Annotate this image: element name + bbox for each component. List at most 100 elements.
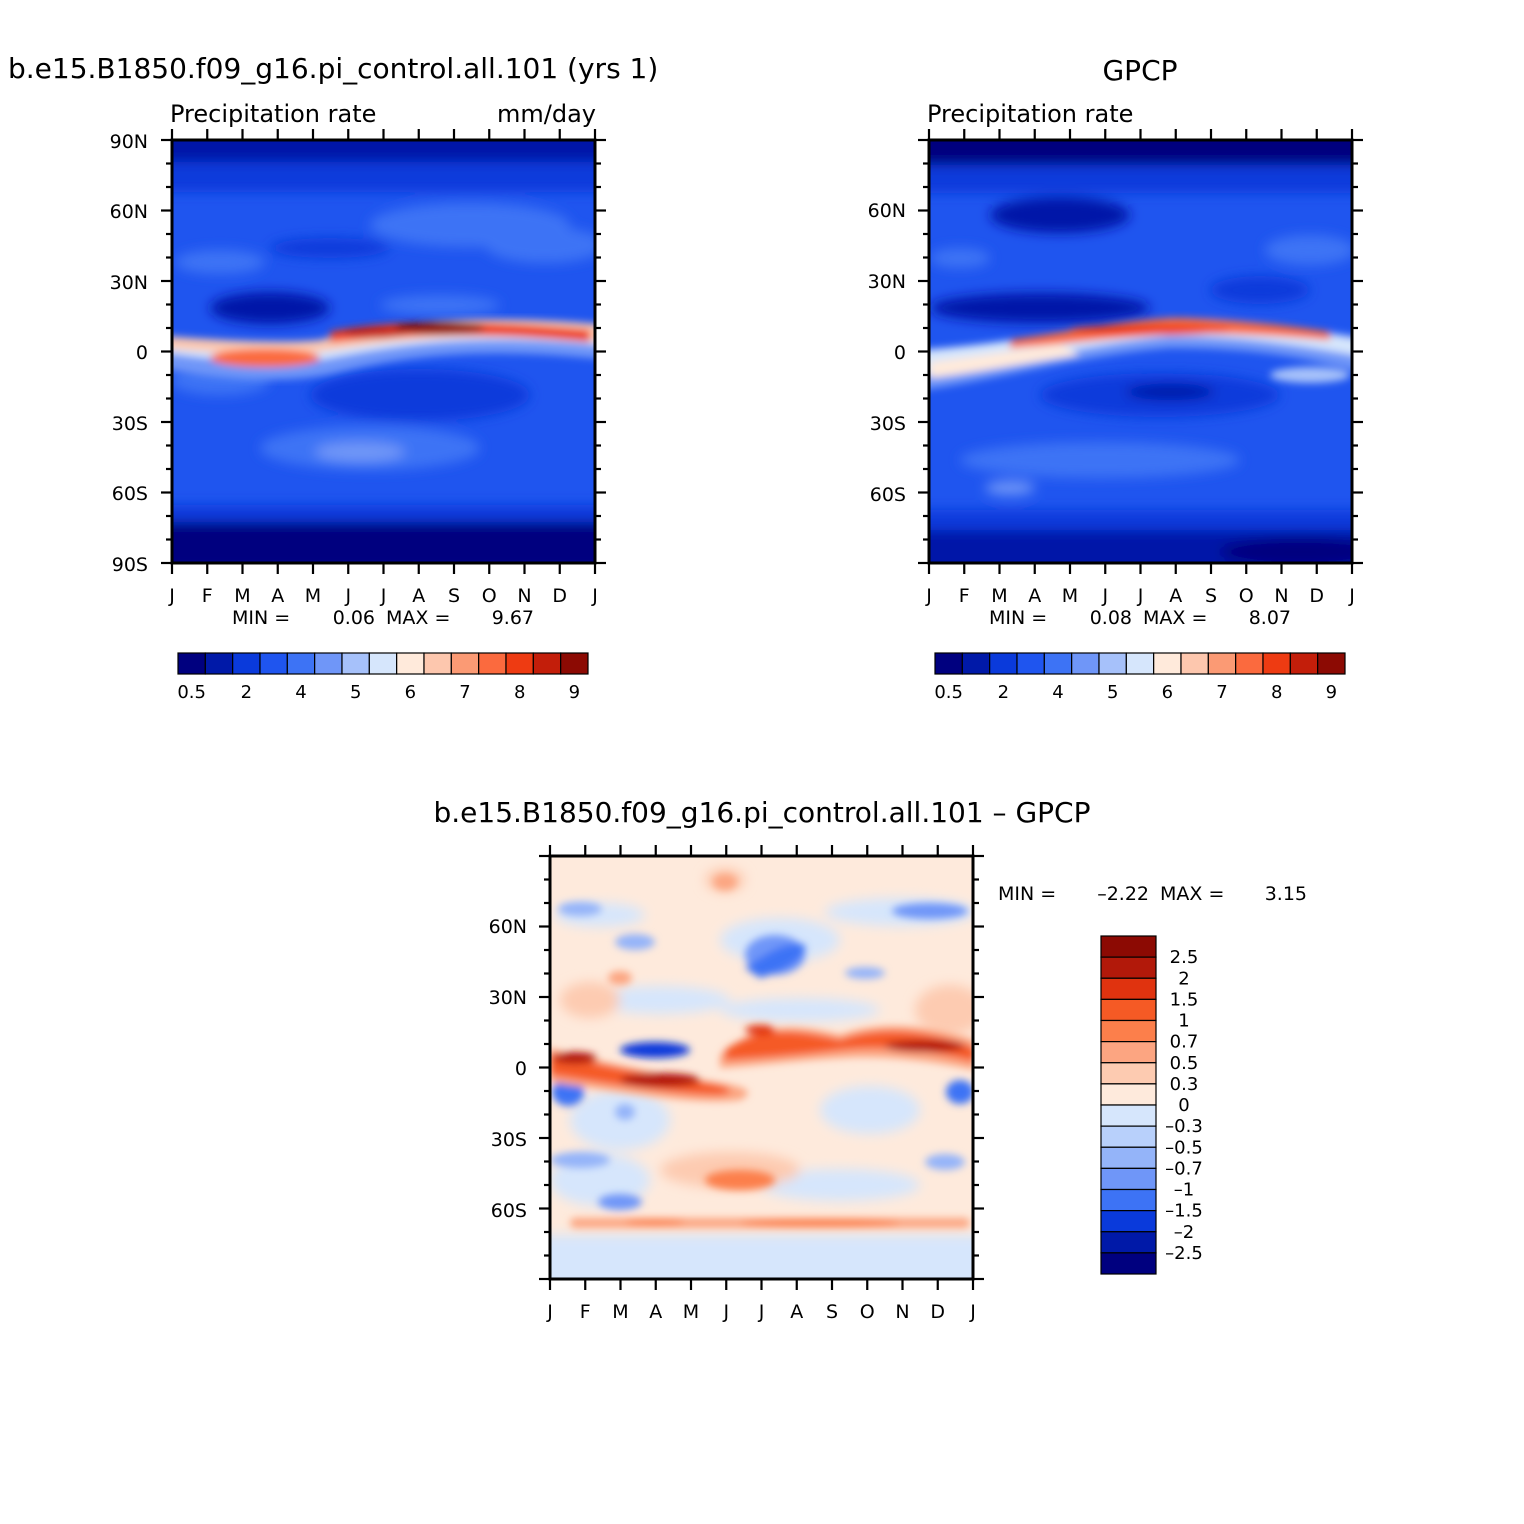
x-tick-label: D (1309, 585, 1324, 607)
stat-min-label: MIN = (998, 883, 1056, 905)
x-tick-label: M (1062, 585, 1078, 607)
x-tick-label: J (1101, 585, 1108, 607)
colorbar-label: –0.5 (1165, 1137, 1203, 1158)
x-tick-label: N (517, 585, 531, 607)
x-tick-label: A (412, 585, 425, 607)
colorbar-swatch (1100, 1231, 1157, 1254)
colorbar-swatch (1289, 652, 1319, 675)
stat-min-label: MIN = (232, 607, 290, 629)
colorbar-swatch (1100, 956, 1157, 979)
colorbar-swatch (1153, 652, 1182, 675)
x-tick-label: J (925, 585, 932, 607)
panel-model: b.e15.B1850.f09_g16.pi_control.all.101 (… (8, 52, 658, 703)
colorbar-swatch (1100, 1146, 1157, 1169)
y-tick-label: 60S (112, 483, 148, 505)
x-tick-label: J (344, 585, 351, 607)
y-tick-label: 30N (489, 987, 527, 1009)
colorbar-swatch (259, 652, 288, 675)
colorbar-swatch (532, 652, 562, 675)
colorbar-swatch (368, 652, 398, 675)
panel-diff-ticks (539, 845, 984, 1290)
panel-gpcp-title: GPCP (1102, 54, 1177, 87)
colorbar-swatch (934, 652, 963, 675)
colorbar-swatch (505, 652, 534, 675)
y-tick-label: 60S (491, 1200, 527, 1222)
stat-min-value: 0.06 (333, 607, 375, 629)
colorbar-label: –1.5 (1165, 1201, 1203, 1222)
stat-max-value: 9.67 (492, 607, 534, 629)
stat-max-value: 8.07 (1249, 607, 1291, 629)
colorbar-swatch (1100, 998, 1157, 1022)
y-tick-label: 60S (870, 484, 906, 506)
x-tick-label: N (895, 1301, 909, 1323)
x-tick-label: M (234, 585, 250, 607)
panel-model-subtitle-left: Precipitation rate (170, 100, 376, 128)
x-tick-label: S (1205, 585, 1217, 607)
y-tick-label: 60N (110, 201, 148, 223)
x-tick-label: F (580, 1301, 591, 1323)
colorbar-swatch (1100, 1083, 1157, 1106)
colorbar-label: 8 (1271, 682, 1282, 703)
colorbar-label: 2 (998, 682, 1009, 703)
stat-max-label: MAX = (1160, 883, 1224, 905)
colorbar-label: 5 (350, 682, 361, 703)
x-tick-label: A (1028, 585, 1041, 607)
colorbar-swatch (286, 652, 316, 675)
x-tick-label: F (959, 585, 970, 607)
panel-diff-title: b.e15.B1850.f09_g16.pi_control.all.101 –… (434, 796, 1091, 829)
colorbar-label: 6 (1162, 682, 1173, 703)
stat-max-label: MAX = (386, 607, 450, 629)
colorbar-swatch (1100, 1041, 1157, 1064)
y-tick-label: 30N (110, 272, 148, 294)
y-tick-label: 0 (136, 342, 148, 364)
colorbar-label: –1 (1174, 1180, 1194, 1201)
panel-gpcp-field (929, 140, 1352, 563)
colorbar-swatch (396, 652, 425, 675)
stat-min-value: –2.22 (1097, 883, 1149, 905)
colorbar-label: 8 (514, 682, 525, 703)
x-tick-label: J (546, 1301, 553, 1323)
panel-diff: b.e15.B1850.f09_g16.pi_control.all.101 –… (434, 796, 1307, 1323)
y-tick-label: 90S (112, 554, 148, 576)
x-tick-label: S (448, 585, 460, 607)
colorbar-swatch (423, 652, 452, 675)
colorbar-label: 0.7 (1170, 1032, 1199, 1053)
colorbar-swatch (1071, 652, 1100, 675)
panel-model-subtitle-right: mm/day (497, 100, 596, 128)
colorbar-swatch (1235, 652, 1264, 675)
x-tick-label: A (790, 1301, 803, 1323)
stat-max-value: 3.15 (1265, 883, 1307, 905)
colorbar-swatch (1043, 652, 1073, 675)
x-tick-label: J (1137, 585, 1144, 607)
colorbar-swatch (1100, 1125, 1157, 1148)
x-tick-label: O (1239, 585, 1254, 607)
colorbar-swatch (1262, 652, 1291, 675)
x-tick-label: M (683, 1301, 699, 1323)
colorbar-swatch (1125, 652, 1155, 675)
colorbar-label: 0.5 (1170, 1053, 1199, 1074)
colorbar-swatch (1100, 1019, 1157, 1043)
colorbar-label: –2.5 (1165, 1243, 1203, 1264)
colorbar-swatch (1100, 1252, 1157, 1275)
x-tick-label: J (1348, 585, 1355, 607)
colorbar-swatch (177, 652, 206, 675)
colorbar-swatch (1317, 652, 1346, 675)
x-tick-label: J (380, 585, 387, 607)
colorbar-swatch (450, 652, 480, 675)
colorbar-label: 0.5 (934, 682, 963, 703)
y-tick-label: 0 (515, 1058, 527, 1080)
colorbar-swatch (1207, 652, 1237, 675)
colorbar-swatch (204, 652, 234, 675)
x-tick-label: N (1274, 585, 1288, 607)
colorbar-label: 0.3 (1170, 1074, 1199, 1095)
colorbar-label: 4 (1052, 682, 1063, 703)
panel-model-ticks (161, 129, 606, 574)
x-tick-label: O (860, 1301, 875, 1323)
colorbar-swatch (1098, 652, 1127, 675)
y-tick-label: 30S (491, 1129, 527, 1151)
y-tick-label: 0 (894, 342, 906, 364)
x-tick-label: S (826, 1301, 838, 1323)
colorbar-label: 0 (1178, 1095, 1189, 1116)
